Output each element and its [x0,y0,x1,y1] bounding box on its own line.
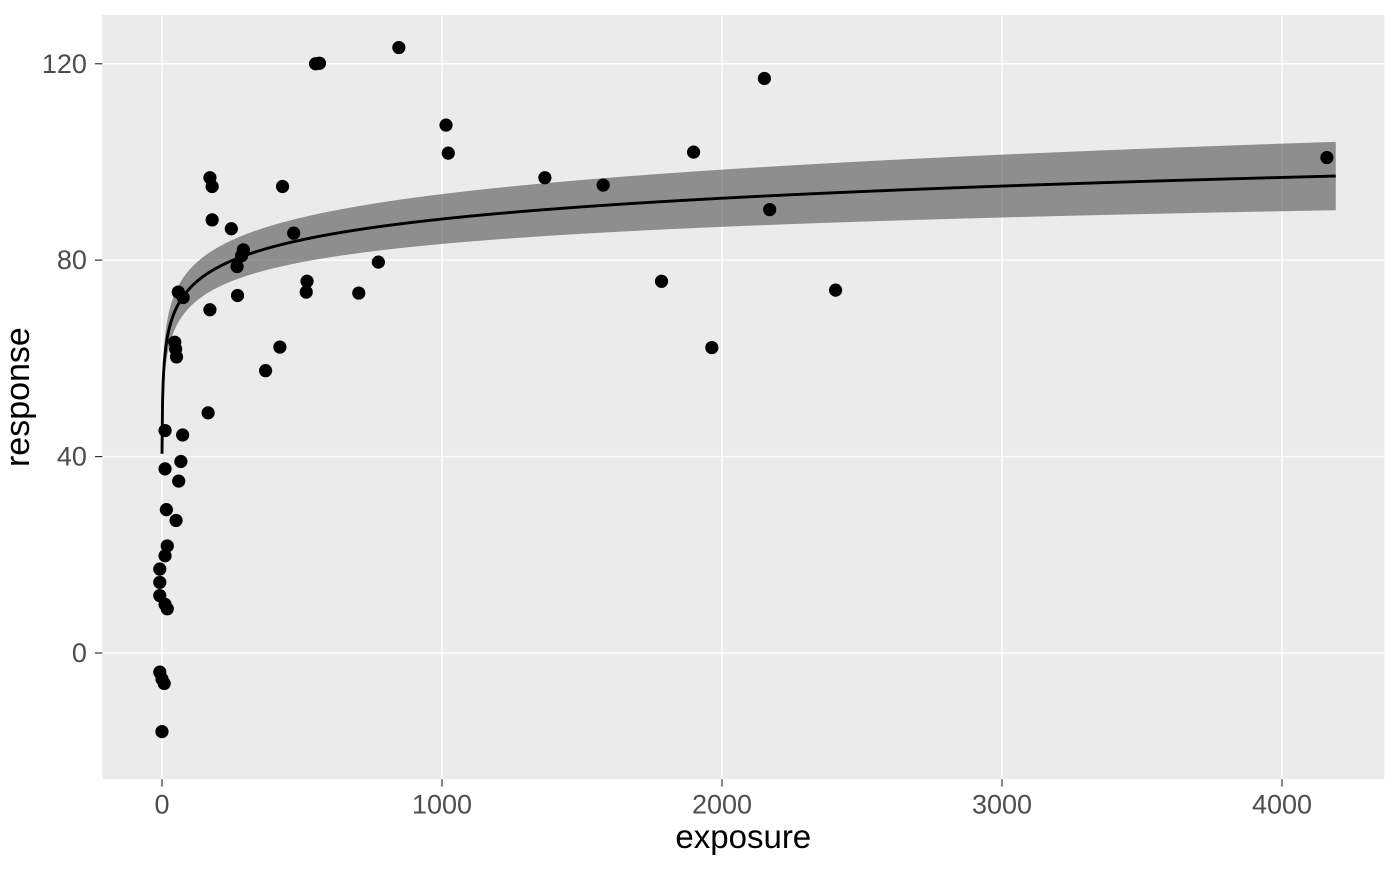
svg-text:120: 120 [42,49,87,79]
svg-text:80: 80 [57,245,87,275]
svg-text:4000: 4000 [1252,790,1312,820]
svg-text:1000: 1000 [412,790,472,820]
svg-text:2000: 2000 [692,790,752,820]
svg-text:3000: 3000 [972,790,1032,820]
svg-text:response: response [0,327,37,467]
svg-text:exposure: exposure [675,818,811,855]
svg-text:0: 0 [154,790,169,820]
svg-text:40: 40 [57,442,87,472]
svg-text:0: 0 [72,638,87,668]
